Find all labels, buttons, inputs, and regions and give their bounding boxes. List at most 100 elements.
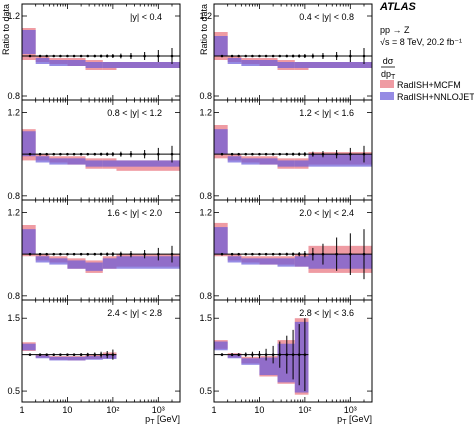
y-tick-label-y-0-4-1: 1.2 (7, 11, 20, 21)
band-nnlo-0-8-y-1-2-5 (102, 160, 117, 167)
data-point-2-8-y-3-6-7 (271, 353, 275, 356)
data-point-2-0-y-2-4-15 (335, 252, 338, 256)
panel-1-2-y-1-6: 0.8 1.2 1.2 < |y| < 1.6 (199, 99, 373, 201)
y-tick-label-1-6-y-2-0-0: 0.8 (7, 291, 20, 301)
x-tick-label-2-4-y-2-8-1: 10 (62, 405, 72, 415)
x-tick-label-2-4-y-2-8-2: 10² (106, 405, 119, 415)
data-point-0-8-y-1-2-6 (72, 152, 76, 156)
y-tick-label-y-0-4-0: 0.8 (7, 91, 20, 101)
band-nnlo-1-2-y-1-6-4 (277, 160, 295, 167)
band-nnlo-y-0-4-3 (67, 60, 86, 66)
panel-1-6-y-2-0: 0.8 1.2 1.6 < |y| < 2.0 (7, 199, 181, 301)
band-nnlo-0-4-y-0-8-4 (277, 62, 295, 68)
band-nnlo-0-4-y-0-8-5 (294, 62, 309, 68)
data-point-1-2-y-1-6-0 (220, 152, 224, 156)
legend-swatch-mcfm (380, 80, 394, 88)
band-nnlo-1-6-y-2-0-4 (85, 262, 103, 271)
data-point-2-8-y-3-6-3 (244, 353, 248, 356)
data-point-2-4-y-2-8-7 (79, 353, 83, 356)
data-point-2-8-y-3-6-11 (297, 353, 301, 356)
data-point-y-0-4-13 (119, 54, 123, 58)
data-point-0-8-y-1-2-16 (157, 152, 160, 156)
data-point-0-4-y-0-8-15 (335, 54, 338, 58)
band-nnlo-2-4-y-2-8-0 (22, 343, 36, 351)
band-nnlo-y-0-4-2 (49, 60, 68, 66)
data-point-0-4-y-0-8-0 (220, 54, 224, 58)
y-tick-label-2-4-y-2-8-1: 1.5 (7, 313, 20, 323)
y-tick-label-2-8-y-3-6-1: 1.5 (199, 313, 212, 323)
panel-frame-2-4-y-2-8 (21, 299, 181, 403)
data-point-2-0-y-2-4-9 (285, 252, 289, 256)
band-nnlo-1-2-y-1-6-3 (259, 158, 278, 165)
data-point-y-0-4-4 (59, 54, 62, 58)
data-point-1-2-y-1-6-14 (321, 152, 325, 156)
band-nnlo-2-0-y-2-4-4 (277, 258, 295, 267)
x-tick-label-2-4-y-2-8-0: 1 (19, 405, 24, 415)
band-nnlo-2-8-y-3-6-2 (241, 358, 260, 365)
data-point-1-2-y-1-6-3 (244, 152, 248, 156)
data-point-0-8-y-1-2-14 (129, 152, 133, 156)
data-point-y-0-4-12 (111, 54, 115, 58)
panel-0-4-y-0-8: 0.8 1.2 0.4 < |y| < 0.8 (199, 3, 373, 101)
data-point-1-2-y-1-6-4 (251, 152, 254, 156)
observable-denominator: dpT (381, 69, 396, 81)
data-point-0-4-y-0-8-3 (244, 54, 248, 58)
rapidity-label-2-4-y-2-8: 2.4 < |y| < 2.8 (107, 308, 162, 318)
data-point-y-0-4-15 (143, 54, 146, 58)
data-point-2-8-y-3-6-0 (220, 353, 224, 356)
data-point-y-0-4-2 (45, 54, 49, 58)
y-tick-label-0-4-y-0-8-0: 0.8 (199, 91, 212, 101)
band-nnlo-1-6-y-2-0-5 (102, 258, 117, 269)
data-point-0-8-y-1-2-15 (143, 152, 146, 156)
data-point-2-0-y-2-4-2 (237, 252, 241, 256)
data-point-2-8-y-3-6-6 (264, 353, 268, 356)
data-point-0-4-y-0-8-17 (362, 54, 366, 58)
data-point-2-8-y-3-6-10 (291, 353, 295, 356)
data-point-2-8-y-3-6-4 (251, 353, 254, 356)
data-point-1-6-y-2-0-3 (52, 252, 56, 256)
data-point-2-4-y-2-8-10 (99, 353, 103, 356)
data-point-y-0-4-6 (72, 54, 76, 58)
data-point-0-4-y-0-8-8 (278, 54, 282, 58)
legend-label-nnlojet: RadISH+NNLOJET (397, 92, 474, 102)
y-tick-label-1-2-y-1-6-0: 0.8 (199, 191, 212, 201)
data-point-1-6-y-2-0-8 (86, 252, 90, 256)
band-nnlo-1-6-y-2-0-6 (116, 256, 180, 269)
band-nnlo-y-0-4-5 (102, 62, 117, 68)
band-nnlo-0-8-y-1-2-1 (35, 156, 50, 163)
data-point-0-8-y-1-2-11 (105, 152, 109, 156)
band-nnlo-2-8-y-3-6-0 (214, 341, 228, 351)
data-point-0-8-y-1-2-3 (52, 152, 56, 156)
band-nnlo-1-6-y-2-0-2 (49, 258, 68, 265)
band-nnlo-1-2-y-1-6-5 (294, 160, 309, 167)
data-point-2-4-y-2-8-11 (105, 353, 109, 356)
band-nnlo-0-4-y-0-8-6 (308, 62, 372, 68)
data-point-y-0-4-11 (105, 54, 109, 58)
rapidity-label-1-6-y-2-0: 1.6 < |y| < 2.0 (107, 208, 162, 218)
y-tick-label-2-0-y-2-4-0: 0.8 (199, 291, 212, 301)
band-nnlo-2-4-y-2-8-4 (85, 356, 103, 360)
atlas-label: ATLAS (379, 1, 417, 13)
data-point-0-4-y-0-8-6 (264, 54, 268, 58)
panel-0-8-y-1-2: 0.8 1.2 0.8 < |y| < 1.2 (7, 99, 181, 201)
data-point-0-8-y-1-2-9 (93, 152, 97, 156)
data-point-2-4-y-2-8-2 (45, 353, 49, 356)
data-point-1-2-y-1-6-7 (271, 152, 275, 156)
band-nnlo-1-6-y-2-0-0 (22, 229, 36, 255)
data-point-2-0-y-2-4-17 (362, 252, 366, 256)
x-tick-label-2-8-y-3-6-2: 10² (298, 405, 311, 415)
band-nnlo-0-4-y-0-8-2 (241, 60, 260, 66)
data-point-y-0-4-7 (79, 54, 83, 58)
y-axis-labels: Ratio to data Ratio to data (1, 4, 209, 55)
band-nnlo-1-2-y-1-6-0 (214, 129, 228, 155)
data-point-2-0-y-2-4-4 (251, 252, 254, 256)
data-point-0-4-y-0-8-12 (303, 54, 307, 58)
band-nnlo-2-0-y-2-4-2 (241, 258, 260, 265)
data-point-0-8-y-1-2-12 (111, 152, 115, 156)
data-point-2-4-y-2-8-4 (59, 353, 62, 356)
data-point-0-8-y-1-2-10 (99, 152, 103, 156)
x-axis-labels: pT [GeV] pT [GeV] (145, 414, 372, 426)
data-point-2-0-y-2-4-1 (230, 252, 234, 256)
data-point-2-8-y-3-6-9 (285, 353, 289, 356)
